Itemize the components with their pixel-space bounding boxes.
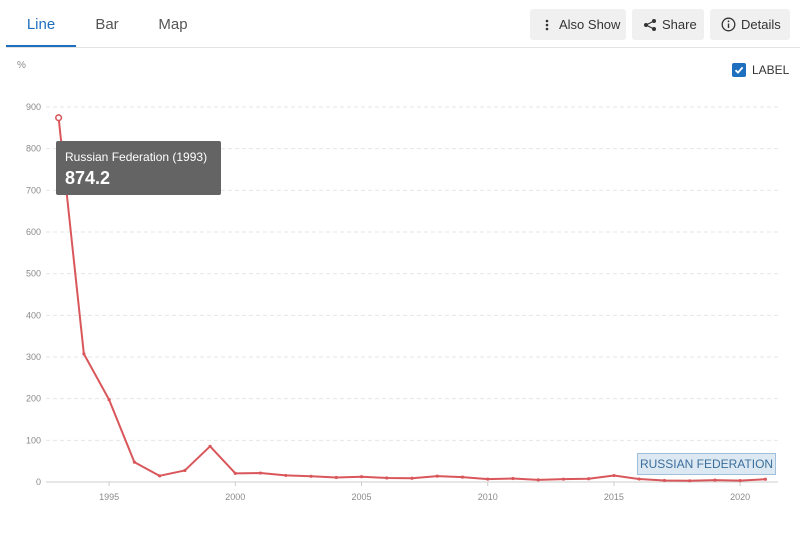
label-toggle-text: LABEL: [752, 63, 790, 77]
tooltip-series-name: Russian Federation (1993): [65, 150, 208, 164]
x-tick-label: 2020: [730, 492, 750, 502]
y-tick-label: 0: [36, 477, 41, 487]
tab-line[interactable]: Line: [26, 15, 56, 33]
y-tick-label: 500: [26, 269, 41, 279]
also-show-label: Also Show: [559, 17, 621, 32]
y-tick-label: 800: [26, 144, 41, 154]
tab-map[interactable]: Map: [158, 15, 188, 33]
also-show-button[interactable]: Also Show: [530, 9, 626, 40]
more-vertical-icon: [545, 19, 549, 30]
data-point: [258, 471, 263, 475]
data-point: [587, 477, 591, 481]
data-point: [284, 473, 288, 478]
details-button[interactable]: Details: [710, 9, 790, 40]
active-tab-indicator: [6, 45, 76, 47]
data-tooltip: Russian Federation (1993) 874.2: [56, 141, 221, 195]
series-label-tag[interactable]: RUSSIAN FEDERATION: [637, 453, 776, 475]
y-tick-label: 300: [26, 352, 41, 362]
data-point: [359, 475, 364, 479]
data-point: [662, 478, 667, 483]
tab-bar[interactable]: Bar: [95, 15, 119, 33]
share-icon: [644, 18, 656, 31]
share-label: Share: [662, 17, 697, 32]
data-point: [460, 475, 465, 479]
data-point: [233, 471, 237, 475]
data-point: [410, 476, 414, 480]
y-tick-label: 900: [26, 102, 41, 112]
data-point: [511, 476, 515, 481]
tabbar-divider: [6, 47, 800, 48]
data-point: [157, 474, 162, 478]
data-point: [637, 477, 641, 481]
data-point: [435, 474, 439, 478]
data-point: [738, 478, 742, 483]
data-point: [132, 460, 136, 464]
data-point: [536, 478, 540, 482]
data-point: [713, 478, 717, 482]
y-tick-label: 600: [26, 227, 41, 237]
data-point: [309, 474, 313, 478]
share-button[interactable]: Share: [632, 9, 704, 40]
data-point: [334, 475, 338, 480]
data-point: [208, 444, 212, 448]
chart-type-tabs: Line Bar Map Also Show Share Details: [0, 0, 800, 48]
label-toggle[interactable]: LABEL: [732, 62, 789, 78]
data-point: [183, 468, 187, 473]
checkbox-checked-icon[interactable]: [732, 63, 746, 77]
data-point: [612, 473, 616, 478]
y-tick-label: 100: [26, 435, 41, 445]
data-point: [763, 477, 767, 481]
data-point: [385, 476, 389, 480]
tooltip-value: 874.2: [65, 168, 111, 188]
x-tick-label: 2010: [478, 492, 498, 502]
highlighted-data-point: [55, 114, 63, 122]
y-axis-label: %: [17, 60, 26, 71]
data-point: [107, 398, 111, 402]
data-point: [486, 477, 490, 481]
x-tick-label: 2005: [352, 492, 372, 502]
x-tick-label: 2015: [604, 492, 624, 502]
y-tick-label: 200: [26, 394, 41, 404]
data-point: [688, 479, 692, 483]
x-tick-label: 2000: [225, 492, 245, 502]
data-point: [561, 477, 566, 481]
details-label: Details: [741, 17, 781, 32]
y-tick-label: 700: [26, 185, 41, 195]
info-icon: [721, 17, 736, 32]
y-tick-label: 400: [26, 310, 41, 320]
x-tick-label: 1995: [99, 492, 119, 502]
data-point: [82, 352, 86, 356]
